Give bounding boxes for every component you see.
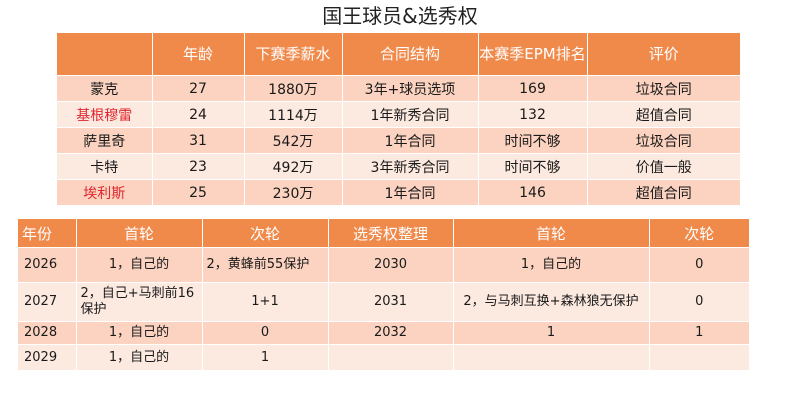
table-row: 卡特 23 492万 3年新秀合同 时间不够 价值一般 [57, 153, 740, 180]
header-first-round-2: 首轮 [452, 219, 649, 248]
player-contract: 1年合同 [341, 179, 478, 205]
table-row: 2028 1，自己的 0 2032 1 1 [18, 321, 749, 345]
pick-first-round: 1，自己的 [75, 321, 202, 345]
player-epm: 132 [477, 101, 587, 128]
player-epm: 时间不够 [477, 127, 587, 154]
player-name: 卡特 [57, 153, 152, 180]
picks-table: 年份 首轮 次轮 选秀权整理 首轮 次轮 2026 1，自己的 2，黄蜂前55保… [18, 219, 749, 370]
player-age: 31 [151, 127, 244, 154]
player-age: 27 [151, 75, 244, 102]
pick-year-2: 2032 [327, 321, 453, 345]
pick-year-2: 2030 [327, 247, 453, 283]
pick-second-round-2 [648, 344, 749, 370]
player-contract: 1年合同 [341, 127, 478, 154]
pick-second-round-2: 0 [648, 247, 749, 283]
picks-header-row: 年份 首轮 次轮 选秀权整理 首轮 次轮 [18, 219, 749, 248]
player-contract: 1年新秀合同 [341, 101, 478, 128]
player-salary: 1114万 [243, 101, 342, 128]
pick-year-2: 2031 [327, 282, 453, 322]
pick-first-round-2: 1 [452, 321, 649, 345]
player-contract: 3年新秀合同 [341, 153, 478, 180]
table-row: 基根穆雷 24 1114万 1年新秀合同 132 超值合同 [57, 101, 740, 128]
player-age: 24 [151, 101, 244, 128]
player-salary: 492万 [243, 153, 342, 180]
players-header-row: 年龄 下赛季薪水 合同结构 本赛季EPM排名 评价 [57, 33, 740, 76]
player-name: 基根穆雷 [57, 101, 152, 128]
pick-second-round: 1 [201, 344, 328, 370]
player-age: 23 [151, 153, 244, 180]
table-row: 埃利斯 25 230万 1年合同 146 超值合同 [57, 179, 740, 205]
pick-year: 2026 [18, 247, 76, 283]
pick-first-round: 2，自己+马刺前16保护 [75, 282, 202, 322]
player-salary: 1880万 [243, 75, 342, 102]
table-row: 萨里奇 31 542万 1年合同 时间不够 垃圾合同 [57, 127, 740, 154]
player-rating: 超值合同 [586, 179, 740, 205]
header-rating: 评价 [586, 33, 740, 76]
header-name [57, 33, 152, 76]
header-second-round-2: 次轮 [648, 219, 749, 248]
table-row: 2026 1，自己的 2，黄蜂前55保护 2030 1，自己的 0 [18, 247, 749, 283]
player-name: 萨里奇 [57, 127, 152, 154]
page-title: 国王球员&选秀权 [322, 4, 478, 28]
player-epm: 时间不够 [477, 153, 587, 180]
player-rating: 价值一般 [586, 153, 740, 180]
player-epm: 169 [477, 75, 587, 102]
pick-year: 2028 [18, 321, 76, 345]
header-second-round: 次轮 [201, 219, 328, 248]
pick-year-2 [327, 344, 453, 370]
header-contract: 合同结构 [341, 33, 478, 76]
pick-second-round-2: 0 [648, 282, 749, 322]
pick-year: 2027 [18, 282, 76, 322]
player-contract: 3年+球员选项 [341, 75, 478, 102]
player-name: 蒙克 [57, 75, 152, 102]
player-name: 埃利斯 [57, 179, 152, 205]
player-rating: 超值合同 [586, 101, 740, 128]
pick-first-round-2 [452, 344, 649, 370]
table-row: 蒙克 27 1880万 3年+球员选项 169 垃圾合同 [57, 75, 740, 102]
pick-year: 2029 [18, 344, 76, 370]
header-epm: 本赛季EPM排名 [477, 33, 587, 76]
pick-second-round: 2，黄蜂前55保护 [201, 247, 328, 283]
player-salary: 230万 [243, 179, 342, 205]
pick-first-round-2: 1，自己的 [452, 247, 649, 283]
header-year: 年份 [18, 219, 76, 248]
header-age: 年龄 [151, 33, 244, 76]
player-rating: 垃圾合同 [586, 127, 740, 154]
header-salary: 下赛季薪水 [243, 33, 342, 76]
pick-first-round: 1，自己的 [75, 247, 202, 283]
players-table: 年龄 下赛季薪水 合同结构 本赛季EPM排名 评价 蒙克 27 1880万 3年… [57, 33, 740, 205]
header-first-round: 首轮 [75, 219, 202, 248]
pick-second-round-2: 1 [648, 321, 749, 345]
pick-second-round: 0 [201, 321, 328, 345]
pick-first-round-2: 2，与马刺互换+森林狼无保护 [452, 282, 649, 322]
player-epm: 146 [477, 179, 587, 205]
player-rating: 垃圾合同 [586, 75, 740, 102]
player-salary: 542万 [243, 127, 342, 154]
table-row: 2029 1，自己的 1 [18, 344, 749, 370]
table-row: 2027 2，自己+马刺前16保护 1+1 2031 2，与马刺互换+森林狼无保… [18, 282, 749, 322]
pick-first-round: 1，自己的 [75, 344, 202, 370]
header-picks-summary: 选秀权整理 [327, 219, 453, 248]
pick-second-round: 1+1 [201, 282, 328, 322]
player-age: 25 [151, 179, 244, 205]
